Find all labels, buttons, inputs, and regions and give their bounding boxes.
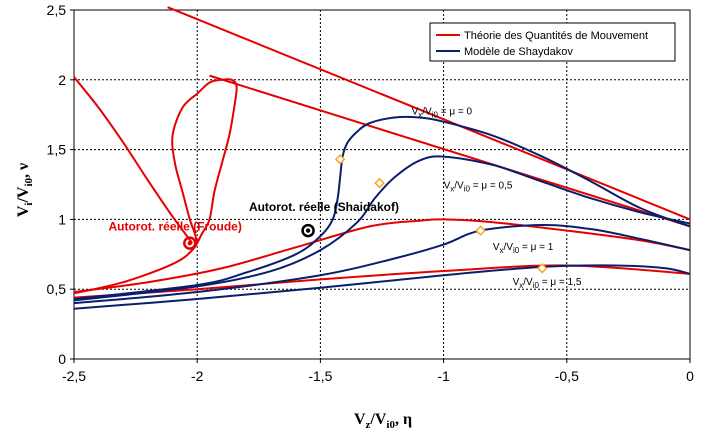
y-tick-label: 0 (58, 351, 66, 367)
autorot-shaidakof-ring (301, 223, 315, 238)
y-tick-label: 1 (58, 211, 66, 227)
data-point-marker (536, 262, 548, 274)
y-tick-label: 0,5 (47, 281, 67, 297)
y-axis-title-sub2: i0 (23, 177, 35, 186)
x-axis-title-sub1: z (366, 419, 371, 431)
annotation-mu-0-part-2: /V (422, 107, 432, 118)
annotation-mu-1-part-4: = μ = 1 (519, 242, 554, 253)
y-axis-title: Vi/Vi0, ν (15, 163, 35, 217)
y-tick-label: 1,5 (47, 142, 67, 158)
autorot-froude-ring (183, 236, 197, 250)
series-line-shaydakov (73, 264, 691, 310)
x-tick-label: 0 (686, 368, 694, 384)
data-point-marker (334, 154, 346, 165)
autorot-froude-dot (187, 240, 193, 246)
annotation-mu-0-5-part-0: V (444, 181, 451, 192)
series-line-momentum (171, 92, 199, 244)
annotation-mu-1-5: Vx/Vi0 = μ = 1,5 (513, 277, 582, 290)
series-line-momentum (167, 6, 691, 221)
annotation-mu-1-5-part-2: /V (523, 277, 533, 288)
tick-labels: -2,5 -2 -1,5 -1 -0,5 0 0 0,5 1 1,5 2 2,5 (47, 2, 695, 384)
legend-label-shaydakov: Modèle de Shaydakov (464, 46, 573, 58)
marker-layer (334, 154, 548, 274)
series-line-momentum (73, 78, 238, 295)
annotation-mu-0: Vx/Vi0 = μ = 0 (412, 107, 473, 120)
callouts: Autorot. réelle (Froude) Autorot. réelle … (108, 200, 399, 250)
x-axis-title-sub2: i0 (386, 419, 395, 431)
annotation-mu-0-5-part-1: x (450, 185, 454, 194)
gridlines (74, 10, 690, 359)
series-line-shaydakov (73, 223, 691, 305)
annotation-mu-1-part-3: i0 (513, 246, 520, 255)
x-axis-title-tail: , η (395, 411, 412, 428)
series-line-shaydakov (73, 115, 691, 300)
legend-label-momentum: Théorie des Quantités de Mouvement (464, 30, 648, 42)
y-axis-title-sub1: i (23, 203, 35, 206)
y-axis-title-mid: /V (15, 186, 32, 203)
x-tick-label: -2,5 (62, 368, 86, 384)
annotation-mu-0-5-part-2: /V (454, 181, 464, 192)
series-line-momentum (209, 74, 691, 228)
annotation-mu-0-5-part-4: = μ = 0,5 (470, 181, 513, 192)
autorot-shaidakof-label: Autorot. réelle (Shaidakof) (249, 200, 399, 214)
annotation-mu-1-5-part-1: x (519, 281, 523, 290)
y-axis-title-tail: , ν (15, 163, 32, 178)
x-axis-title-main: V (354, 411, 366, 428)
autorot-froude-label: Autorot. réelle (Froude) (108, 220, 241, 234)
series-line-shaydakov (73, 155, 691, 302)
x-tick-label: -0,5 (555, 368, 579, 384)
x-axis-title: Vz/Vi0, η (354, 411, 412, 431)
x-axis-title-mid: /V (369, 411, 386, 428)
annotation-mu-1: Vx/Vi0 = μ = 1 (493, 242, 554, 255)
series-line-momentum (73, 76, 194, 244)
legend: Théorie des Quantités de Mouvement Modèl… (429, 22, 676, 62)
y-axis-title-main: V (15, 205, 32, 217)
annotation-mu-1-part-1: x (500, 246, 504, 255)
annotation-mu-0-5: Vx/Vi0 = μ = 0,5 (444, 181, 513, 194)
data-point-marker (475, 225, 486, 236)
annotation-mu-1-part-0: V (493, 242, 500, 253)
y-tick-label: 2,5 (47, 2, 67, 18)
series-layer (73, 6, 691, 310)
series-line-momentum (73, 218, 691, 293)
x-tick-label: -1,5 (308, 368, 332, 384)
annotation-mu-1-5-part-0: V (513, 277, 520, 288)
annotation-mu-1-part-2: /V (504, 242, 514, 253)
annotation-mu-0-part-1: x (418, 111, 422, 120)
annotation-mu-0-part-0: V (412, 107, 419, 118)
annotations: Vx/Vi0 = μ = 0Vx/Vi0 = μ = 0,5Vx/Vi0 = μ… (412, 107, 582, 290)
x-tick-label: -2 (191, 368, 204, 384)
annotation-mu-0-5-part-3: i0 (464, 185, 471, 194)
annotation-mu-0-part-4: = μ = 0 (438, 107, 473, 118)
legend-box (429, 22, 676, 62)
data-point-marker (374, 177, 385, 189)
annotation-mu-1-5-part-3: i0 (533, 281, 540, 290)
autorot-shaidakof-dot (305, 228, 311, 233)
annotation-mu-1-5-part-4: = μ = 1,5 (539, 277, 582, 288)
x-tick-label: -1 (437, 368, 450, 384)
y-tick-label: 2 (58, 72, 66, 88)
annotation-mu-0-part-3: i0 (432, 111, 439, 120)
